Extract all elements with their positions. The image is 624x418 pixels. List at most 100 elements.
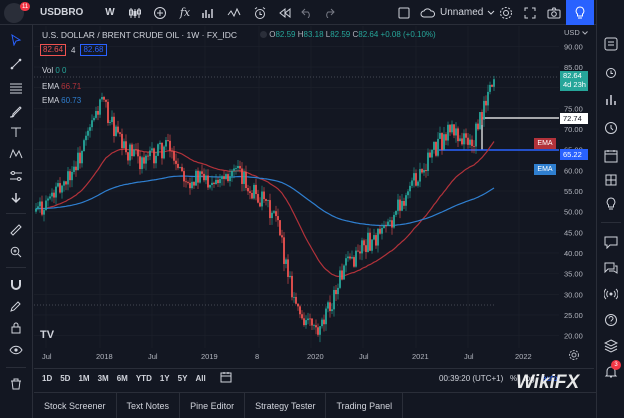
fib-tool[interactable] bbox=[6, 79, 26, 97]
cursor-tool[interactable] bbox=[6, 31, 26, 49]
candle bbox=[165, 140, 167, 147]
time-tick-label: 2018 bbox=[96, 352, 113, 361]
candles-style-button[interactable] bbox=[127, 4, 143, 21]
layers-button[interactable] bbox=[601, 336, 621, 356]
tab-strategy-tester[interactable]: Strategy Tester bbox=[245, 392, 327, 418]
candle bbox=[203, 173, 205, 181]
ideas-stream-button[interactable] bbox=[601, 170, 621, 190]
news-button[interactable] bbox=[601, 194, 621, 214]
icons-tool[interactable] bbox=[6, 189, 26, 207]
timeframe-6m[interactable]: 6M bbox=[116, 374, 128, 383]
candle bbox=[421, 169, 423, 173]
timeframe-5d[interactable]: 5D bbox=[60, 374, 71, 383]
timeframe-1d[interactable]: 1D bbox=[42, 374, 53, 383]
grid bbox=[34, 26, 559, 348]
bars-icon bbox=[606, 95, 616, 105]
snapshot-button[interactable] bbox=[546, 4, 562, 21]
candle bbox=[99, 99, 101, 115]
candle bbox=[371, 239, 373, 251]
tab-pine-editor[interactable]: Pine Editor bbox=[180, 392, 246, 418]
pattern-tool[interactable] bbox=[6, 145, 26, 163]
compare-button[interactable] bbox=[152, 4, 168, 21]
public-chats-button[interactable] bbox=[601, 258, 621, 278]
alert-button[interactable] bbox=[252, 4, 268, 21]
watchlist-button[interactable] bbox=[601, 34, 621, 54]
volume-legend[interactable]: Vol 0 0 bbox=[42, 66, 67, 75]
zoom-tool[interactable] bbox=[6, 243, 26, 261]
layout-name-button[interactable]: Unnamed bbox=[420, 4, 496, 21]
price-chart[interactable]: 90.0085.0080.0075.0070.0065.0060.0055.00… bbox=[34, 26, 594, 366]
timeframe-ytd[interactable]: YTD bbox=[135, 374, 152, 383]
measure-tool[interactable] bbox=[6, 221, 26, 239]
timeframe-5y[interactable]: 5Y bbox=[177, 374, 188, 383]
lock-tool[interactable] bbox=[6, 319, 26, 337]
trend-line-tool[interactable] bbox=[6, 55, 26, 73]
buy-button[interactable]: 82.68 bbox=[80, 44, 107, 56]
candle bbox=[243, 171, 245, 184]
clock-timezone[interactable]: 00:39:20 (UTC+1) bbox=[439, 374, 504, 383]
user-avatar[interactable] bbox=[4, 3, 24, 23]
candle bbox=[147, 155, 149, 157]
currency-label[interactable]: USD bbox=[564, 28, 588, 37]
prediction-tool[interactable] bbox=[6, 167, 26, 185]
candle bbox=[341, 270, 343, 280]
timeframe-1m[interactable]: 1M bbox=[78, 374, 90, 383]
candle bbox=[307, 318, 309, 321]
ohlc-values: O82.59 H83.18 L82.59 C82.64 +0.08 (+0.10… bbox=[260, 30, 436, 39]
ema1-legend[interactable]: EMA 66.71 bbox=[42, 82, 82, 91]
price-tick-label: 45.00 bbox=[564, 228, 583, 237]
remove-drawings-tool[interactable] bbox=[6, 375, 26, 393]
settings-button[interactable] bbox=[498, 4, 514, 21]
sell-button[interactable]: 82.64 bbox=[40, 44, 67, 56]
candle bbox=[201, 171, 203, 174]
help-button[interactable] bbox=[601, 310, 621, 330]
data-window-button[interactable] bbox=[601, 90, 621, 110]
layout-select-button[interactable] bbox=[396, 4, 412, 21]
fullscreen-button[interactable] bbox=[522, 4, 538, 21]
timeframe-all[interactable]: All bbox=[195, 374, 206, 383]
chats-button[interactable] bbox=[601, 232, 621, 252]
text-tool[interactable] bbox=[6, 123, 26, 141]
magnet-icon bbox=[11, 280, 21, 290]
timeframe-3m[interactable]: 3M bbox=[97, 374, 109, 383]
calendar-button[interactable] bbox=[601, 146, 621, 166]
candle bbox=[483, 100, 485, 120]
time-tick-label: 2022 bbox=[515, 352, 532, 361]
go-to-date-button[interactable] bbox=[220, 370, 232, 388]
indicators-button[interactable]: fx bbox=[179, 6, 191, 19]
undo-button[interactable] bbox=[300, 4, 314, 21]
hide-tool[interactable] bbox=[6, 341, 26, 359]
magnet-tool[interactable] bbox=[6, 275, 26, 293]
candle bbox=[223, 176, 225, 180]
alerts-button[interactable] bbox=[601, 62, 621, 82]
streams-button[interactable] bbox=[601, 284, 621, 304]
time-tick-label: 8 bbox=[255, 352, 259, 361]
ema2-legend[interactable]: EMA 60.73 bbox=[42, 96, 82, 105]
brush-tool[interactable] bbox=[6, 103, 26, 121]
candle bbox=[475, 123, 477, 147]
tab-trading-panel[interactable]: Trading Panel bbox=[326, 392, 404, 418]
symbol-search[interactable]: USDBRO bbox=[40, 7, 84, 18]
timeframe-1y[interactable]: 1Y bbox=[159, 374, 170, 383]
publish-idea-button[interactable] bbox=[566, 0, 594, 25]
log-toggle[interactable]: log bbox=[524, 374, 535, 383]
chart-settings-button[interactable] bbox=[568, 348, 580, 360]
list-icon bbox=[604, 37, 618, 51]
redo-button[interactable] bbox=[322, 4, 336, 21]
hotlists-button[interactable] bbox=[601, 118, 621, 138]
tab-text-notes[interactable]: Text Notes bbox=[117, 392, 181, 418]
candle bbox=[81, 150, 83, 164]
financials-button[interactable] bbox=[200, 4, 216, 21]
stay-drawing-tool[interactable] bbox=[6, 297, 26, 315]
templates-button[interactable] bbox=[226, 4, 242, 21]
percent-toggle[interactable]: % bbox=[510, 374, 518, 383]
ema-blue-tag: EMA bbox=[534, 164, 556, 175]
candle bbox=[191, 181, 193, 189]
alarm-clock-icon bbox=[254, 6, 266, 19]
layers-icon bbox=[604, 339, 618, 353]
tab-stock-screener[interactable]: Stock Screener bbox=[34, 392, 117, 418]
chart-canvas[interactable]: 90.0085.0080.0075.0070.0065.0060.0055.00… bbox=[34, 26, 594, 366]
interval-button[interactable]: W bbox=[105, 7, 115, 18]
auto-toggle[interactable]: auto bbox=[542, 374, 558, 383]
replay-button[interactable] bbox=[278, 4, 292, 21]
